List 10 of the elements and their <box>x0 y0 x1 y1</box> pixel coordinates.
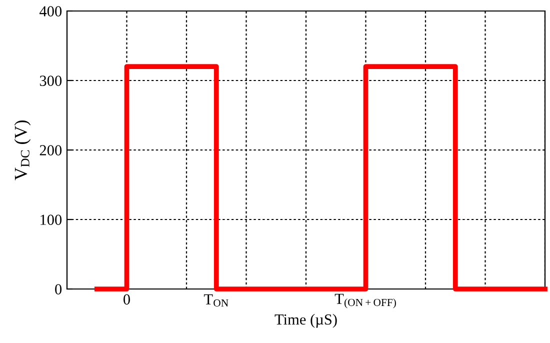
x-tick-label: T$_{(ON+OFF)}$ <box>334 294 396 308</box>
y-tick-label: 200 <box>40 145 62 156</box>
y-tick-label: 100 <box>40 214 62 225</box>
x-axis-title: Time (µS) <box>274 314 337 328</box>
y-tick-label: 300 <box>40 76 62 86</box>
y-axis-title: V$_{DC}$ (V) <box>14 120 31 180</box>
x-tick-label: T$_{ON}$ <box>204 294 228 307</box>
y-tick-label: 0 <box>55 284 62 294</box>
x-tick-label: 0 <box>124 294 130 305</box>
y-tick-label: 400 <box>40 6 62 16</box>
